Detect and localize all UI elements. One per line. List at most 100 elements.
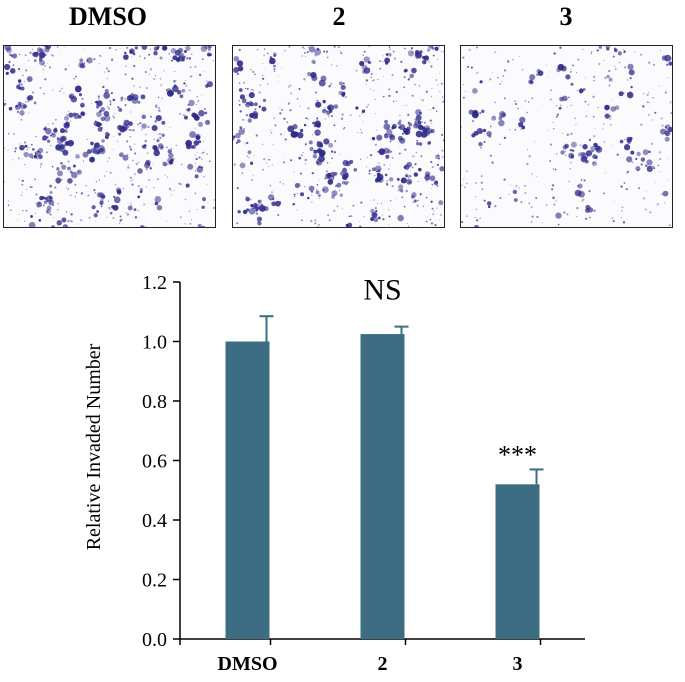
speck — [612, 55, 615, 58]
speck — [491, 72, 493, 74]
speck — [569, 70, 572, 73]
speck — [184, 47, 186, 49]
speck — [144, 71, 147, 74]
speck — [370, 73, 373, 75]
speck — [425, 220, 428, 223]
micrograph-3-image — [461, 46, 672, 227]
stained-cell — [407, 121, 410, 124]
speck — [442, 139, 444, 142]
speck — [590, 52, 593, 55]
speck — [612, 219, 615, 223]
stained-cell — [168, 152, 174, 159]
speck — [131, 97, 135, 100]
stained-cell — [580, 151, 586, 157]
speck — [421, 99, 425, 102]
stained-cell — [60, 162, 63, 165]
speck — [480, 147, 482, 149]
speck — [293, 195, 296, 198]
speck — [325, 110, 328, 113]
speck — [581, 200, 584, 202]
stained-cell — [59, 128, 65, 134]
speck — [324, 177, 326, 180]
speck — [10, 55, 13, 58]
speck — [78, 156, 80, 159]
speck — [263, 54, 265, 57]
speck — [433, 182, 435, 184]
speck — [57, 202, 60, 205]
speck — [555, 115, 558, 118]
speck — [29, 186, 32, 189]
speck — [336, 65, 338, 67]
speck — [654, 111, 657, 114]
speck — [303, 186, 306, 188]
speck — [623, 182, 626, 184]
speck — [428, 60, 430, 63]
stained-cell — [314, 129, 321, 136]
stained-cell — [308, 185, 315, 192]
speck — [430, 65, 433, 68]
annotation-not-significant: NS — [363, 274, 401, 307]
speck — [110, 58, 114, 62]
speck — [124, 65, 127, 68]
speck — [296, 209, 298, 211]
stained-cell — [33, 51, 39, 58]
stained-cell — [378, 60, 382, 63]
stained-cell — [582, 88, 586, 91]
stained-cell — [152, 144, 158, 151]
stained-cell — [342, 159, 349, 167]
speck — [314, 222, 317, 225]
speck — [206, 153, 208, 155]
speck — [616, 153, 619, 156]
speck — [549, 143, 552, 146]
speck — [430, 187, 432, 189]
speck — [365, 166, 368, 168]
speck — [179, 183, 182, 186]
cell-clusters — [4, 46, 215, 227]
speck — [145, 134, 147, 136]
speck — [21, 179, 24, 182]
speck — [409, 182, 411, 184]
speck — [34, 152, 37, 155]
speck — [584, 100, 587, 103]
speck — [74, 183, 77, 186]
speck — [425, 90, 428, 93]
speck — [138, 55, 141, 58]
speck — [76, 192, 78, 194]
speck — [609, 115, 612, 118]
speck — [570, 132, 573, 135]
stained-cell — [59, 136, 66, 143]
stained-cell — [123, 119, 130, 126]
speck — [273, 68, 276, 71]
speck — [274, 124, 277, 127]
speck — [80, 192, 83, 195]
speck — [110, 102, 112, 104]
speck — [202, 151, 205, 154]
speck — [343, 127, 346, 129]
speck — [194, 65, 197, 68]
speck — [289, 108, 292, 112]
speck — [84, 49, 85, 51]
speck — [399, 114, 401, 117]
speck — [404, 148, 407, 151]
speck — [527, 148, 529, 150]
speck — [203, 107, 206, 111]
speck — [621, 210, 623, 212]
speck — [310, 219, 313, 223]
speck — [196, 209, 198, 211]
speck — [107, 200, 109, 202]
stained-cell — [104, 89, 109, 94]
stained-cell — [161, 133, 165, 137]
stained-cell — [568, 96, 570, 99]
stained-cell — [171, 85, 179, 93]
speck — [188, 210, 191, 213]
speck — [267, 165, 269, 167]
stained-cell — [604, 76, 607, 79]
speck — [431, 96, 433, 98]
speck — [279, 112, 282, 115]
stained-cell — [431, 46, 434, 48]
speck — [374, 206, 377, 210]
stained-cell — [596, 49, 599, 52]
speck — [29, 51, 32, 54]
stained-cell — [339, 81, 343, 86]
speck — [665, 63, 669, 67]
